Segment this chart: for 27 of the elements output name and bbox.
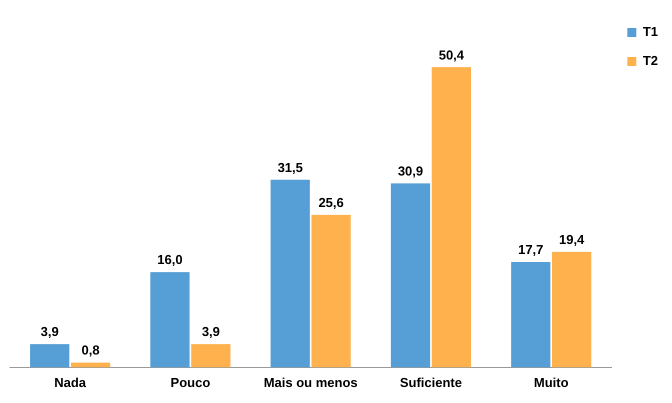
- bar: [511, 262, 550, 368]
- bar: [432, 67, 472, 368]
- data-label: 50,4: [438, 47, 465, 62]
- x-tick-label: Nada: [54, 374, 87, 390]
- bar: [191, 344, 230, 368]
- x-tick-label: Pouco: [170, 374, 210, 390]
- legend-label: T1: [642, 24, 658, 40]
- data-label: 0,8: [82, 342, 100, 358]
- x-tick-label: Suficiente: [400, 374, 462, 390]
- data-label: 16,0: [157, 252, 183, 268]
- data-label: 3,9: [40, 324, 59, 340]
- bar: [311, 214, 351, 368]
- x-tick-label: Mais ou menos: [264, 374, 358, 390]
- bar: [390, 183, 430, 368]
- bar: [270, 180, 310, 368]
- bar: [552, 252, 592, 368]
- bar: [70, 362, 110, 368]
- legend-label: T2: [642, 53, 658, 68]
- data-label: 31,5: [278, 160, 303, 175]
- data-label: 17,7: [518, 242, 544, 258]
- data-label: 25,6: [318, 194, 344, 210]
- data-label: 30,9: [398, 163, 424, 178]
- data-label: 19,4: [558, 232, 586, 247]
- bar: [150, 272, 190, 368]
- bar: [30, 344, 70, 368]
- data-label: 3,9: [202, 324, 220, 340]
- x-tick-label: Muito: [534, 374, 569, 390]
